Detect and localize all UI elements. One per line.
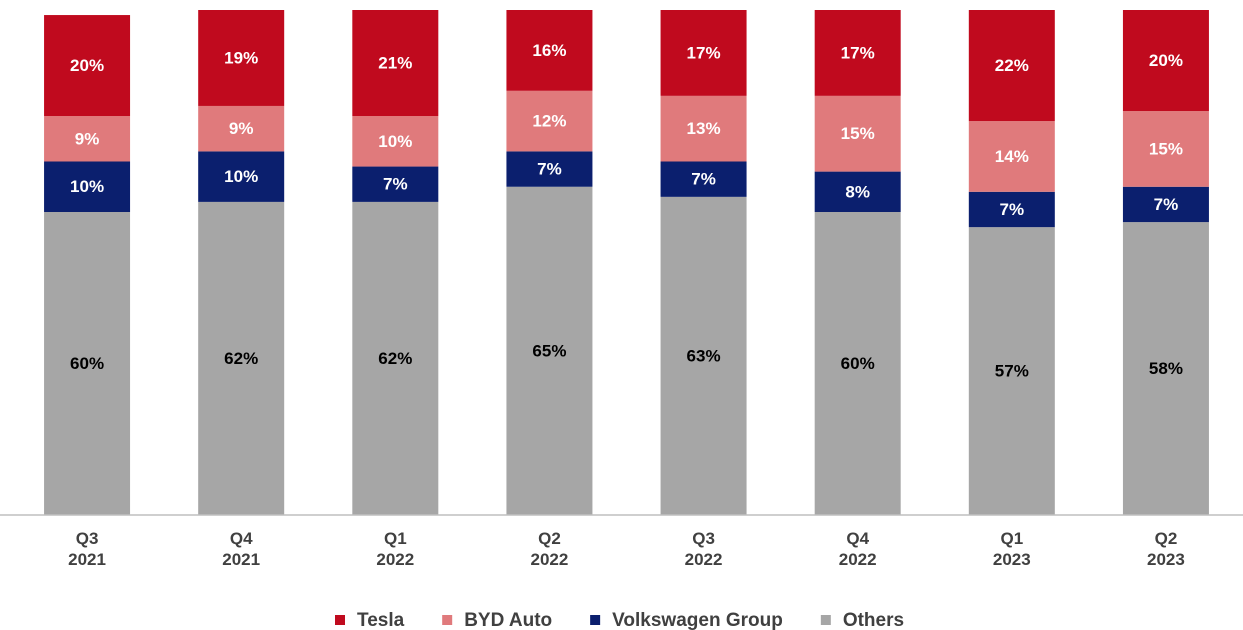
value-label: 58%	[1149, 359, 1183, 378]
bar-segment	[814, 95, 901, 172]
value-label: 60%	[841, 354, 875, 373]
legend-label: Tesla	[357, 610, 405, 630]
value-label: 17%	[841, 43, 875, 62]
value-label: 60%	[70, 354, 104, 373]
x-tick-label: Q1 2022	[376, 529, 414, 569]
bar-segment	[968, 10, 1055, 122]
legend-marker	[590, 615, 601, 625]
x-tick-label: Q2 2023	[1147, 529, 1185, 569]
value-label: 13%	[687, 119, 721, 138]
value-label: 10%	[378, 132, 412, 151]
bar-segment	[814, 171, 901, 212]
value-label: 62%	[378, 349, 412, 368]
value-label: 9%	[229, 119, 254, 138]
bar-segment	[1122, 111, 1209, 187]
bar-segment	[352, 10, 439, 117]
bar-segment	[660, 196, 747, 515]
x-tick-label: Q3 2021	[68, 529, 106, 569]
bar-segment	[198, 105, 285, 152]
x-tick-label: Q2 2022	[531, 529, 569, 569]
x-tick-label: Q4 2021	[222, 529, 260, 569]
bar-segment	[968, 191, 1055, 228]
bar-segment	[660, 161, 747, 197]
bar-segment	[968, 227, 1055, 515]
bar-segment	[44, 15, 131, 117]
x-tick-label: Q3 2022	[685, 529, 723, 569]
value-label: 7%	[537, 160, 562, 179]
value-label: 9%	[75, 129, 100, 148]
x-tick-label: Q4 2022	[839, 529, 877, 569]
bar-segment	[968, 121, 1055, 192]
bar-segment	[44, 161, 131, 212]
value-label: 57%	[995, 362, 1029, 381]
bar-segment	[352, 201, 439, 515]
value-label: 19%	[224, 48, 258, 67]
value-label: 7%	[691, 170, 716, 189]
legend-label: Others	[843, 610, 904, 630]
bar-segment	[1122, 222, 1209, 515]
bar-segment	[814, 212, 901, 515]
bar-segment	[198, 151, 285, 202]
bar-segment	[1122, 186, 1209, 223]
value-label: 21%	[378, 54, 412, 73]
bar-segment	[352, 116, 439, 167]
bar-segment	[352, 166, 439, 202]
legend-label: Volkswagen Group	[612, 610, 783, 630]
bar-segment	[660, 95, 747, 162]
value-label: 22%	[995, 56, 1029, 75]
value-label: 20%	[70, 56, 104, 75]
bar-segment	[1122, 10, 1209, 111]
value-label: 8%	[845, 182, 870, 201]
legend-label: BYD Auto	[464, 610, 552, 630]
value-label: 65%	[532, 341, 566, 360]
value-label: 7%	[383, 175, 408, 194]
value-label: 7%	[1154, 195, 1179, 214]
bar-segment	[506, 10, 593, 91]
bar-segment	[44, 212, 131, 515]
bar-segment	[198, 10, 285, 106]
value-label: 17%	[687, 43, 721, 62]
value-label: 63%	[687, 346, 721, 365]
value-label: 10%	[70, 177, 104, 196]
value-label: 20%	[1149, 51, 1183, 70]
value-label: 14%	[995, 147, 1029, 166]
legend-marker	[335, 615, 345, 625]
value-label: 16%	[532, 41, 566, 60]
bar-segment	[506, 186, 593, 515]
value-label: 12%	[532, 112, 566, 131]
legend-marker	[820, 615, 831, 625]
value-label: 15%	[841, 124, 875, 143]
bar-segment	[814, 10, 901, 96]
value-label: 62%	[224, 349, 258, 368]
bar-segment	[198, 201, 285, 515]
value-label: 10%	[224, 167, 258, 186]
bar-segment	[660, 10, 747, 96]
legend-marker	[442, 615, 453, 625]
x-tick-label: Q1 2023	[993, 529, 1031, 569]
bar-segment	[506, 90, 593, 152]
value-label: 7%	[1000, 200, 1025, 219]
bar-segment	[44, 116, 131, 162]
bar-segment	[506, 151, 593, 187]
value-label: 15%	[1149, 139, 1183, 158]
